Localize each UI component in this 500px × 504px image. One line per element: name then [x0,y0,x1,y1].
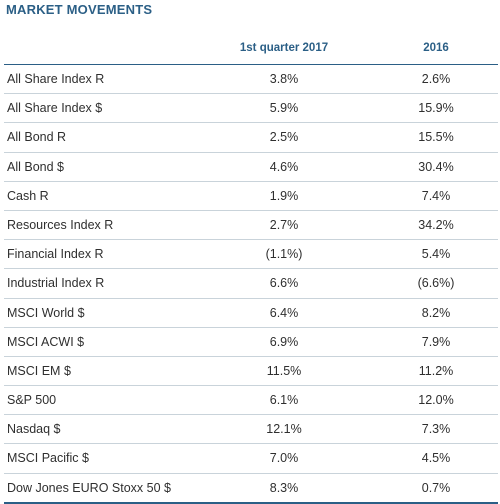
row-label: Financial Index R [7,247,104,262]
cell-2016: 8.2% [421,305,451,320]
cell-q1-2017: 12.1% [266,422,302,437]
cell-q1-2017: 6.1% [269,393,299,408]
cell-2016: 11.2% [418,363,454,378]
table-row: All Share Index R 3.8% 2.6% [4,65,498,95]
cell-2016: 12.0% [418,393,454,408]
cell-2016: 5.4% [421,247,451,262]
cell-2016: 15.5% [418,130,454,145]
row-label: All Share Index $ [7,101,103,116]
row-label: MSCI World $ [7,305,85,320]
cell-2016: 0.7% [421,480,451,495]
row-label: Industrial Index R [7,276,105,291]
cell-2016: 4.5% [421,451,451,466]
cell-q1-2017: 4.6% [269,159,299,174]
table-row: MSCI EM $ 11.5% 11.2% [4,357,498,387]
table-row: All Bond R 2.5% 15.5% [4,123,498,153]
cell-2016: 7.3% [421,422,451,437]
table-row: Cash R 1.9% 7.4% [4,182,498,211]
table-row: Nasdaq $ 12.1% 7.3% [4,415,498,445]
row-label: MSCI Pacific $ [7,451,89,466]
cell-2016: 7.9% [421,334,451,349]
table-row: S&P 500 6.1% 12.0% [4,386,498,416]
table-row: Industrial Index R 6.6% (6.6%) [4,269,498,299]
table-row: MSCI World $ 6.4% 8.2% [4,299,498,328]
row-label: Dow Jones EURO Stoxx 50 $ [7,480,171,495]
cell-2016: 34.2% [418,217,454,232]
table-row: All Bond $ 4.6% 30.4% [4,153,498,182]
row-label: All Share Index R [7,72,105,86]
table-row: Dow Jones EURO Stoxx 50 $ 8.3% 0.7% [4,474,498,504]
column-header-q1-2017: 1st quarter 2017 [239,42,329,54]
row-label: All Bond R [7,130,67,145]
cell-2016: 30.4% [418,159,454,174]
row-label: Nasdaq $ [7,422,61,437]
column-header-2016: 2016 [423,42,449,54]
market-movements-table: 1st quarter 2017 2016 All Share Index R 3… [4,29,498,504]
cell-q1-2017: 6.6% [269,276,299,291]
row-label: Cash R [7,188,49,203]
cell-q1-2017: 7.0% [269,451,299,466]
cell-q1-2017: 2.5% [269,130,299,145]
cell-q1-2017: 1.9% [269,188,299,203]
table-row: MSCI Pacific $ 7.0% 4.5% [4,444,498,474]
cell-q1-2017: 3.8% [269,72,299,86]
table-row: All Share Index $ 5.9% 15.9% [4,94,498,124]
table-row: MSCI ACWI $ 6.9% 7.9% [4,328,498,357]
table-row: Resources Index R 2.7% 34.2% [4,211,498,241]
row-label: S&P 500 [7,393,57,408]
cell-q1-2017: 2.7% [269,217,299,232]
cell-q1-2017: 5.9% [269,101,299,116]
row-label: MSCI EM $ [7,363,71,378]
cell-2016: 7.4% [421,188,451,203]
row-label: Resources Index R [7,217,114,232]
cell-2016: 2.6% [421,72,451,86]
page-title: MARKET MOVEMENTS [6,2,153,17]
table-row: Financial Index R (1.1%) 5.4% [4,240,498,270]
cell-2016: 15.9% [418,101,454,116]
table-body: All Share Index R 3.8% 2.6% All Share Index… [4,65,498,504]
cell-q1-2017: (1.1%) [265,247,303,262]
cell-2016: (6.6%) [417,276,455,291]
cell-q1-2017: 11.5% [266,363,302,378]
cell-q1-2017: 8.3% [269,480,299,495]
row-label: All Bond $ [7,159,64,174]
row-label: MSCI ACWI $ [7,334,85,349]
cell-q1-2017: 6.4% [269,305,299,320]
cell-q1-2017: 6.9% [269,334,299,349]
table-header: 1st quarter 2017 2016 [4,29,498,65]
